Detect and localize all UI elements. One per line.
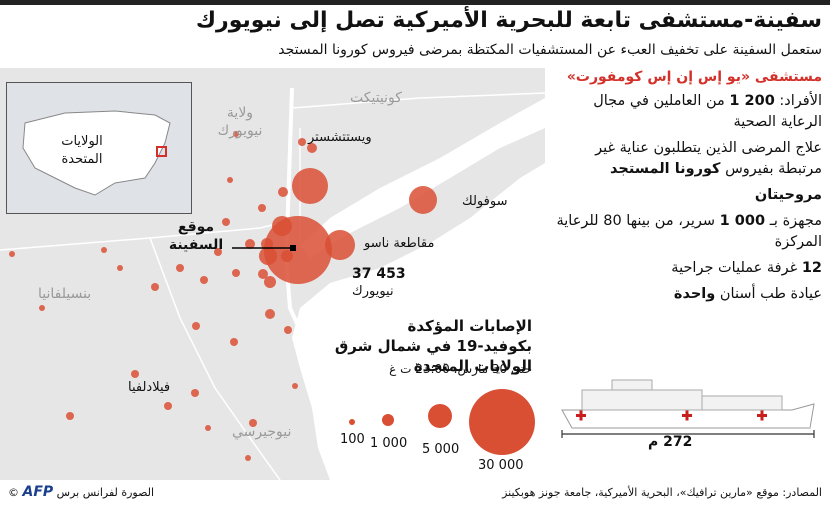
regional-map — [0, 68, 545, 480]
case-bubble — [281, 250, 293, 262]
photo-credit: الصورة لفرانس برس — [56, 486, 155, 499]
case-bubble — [101, 247, 107, 253]
case-bubble — [292, 168, 328, 204]
legend-label-100: 100 — [340, 432, 365, 447]
case-bubble — [66, 412, 74, 420]
usa-outline — [22, 110, 171, 196]
inset-country-label: الولايات المتحدة — [61, 134, 103, 167]
copyright-icon: © — [8, 486, 19, 499]
legend-bubble-30000 — [469, 389, 535, 455]
sound-water — [300, 98, 545, 258]
footer-credit: © AFP الصورة لفرانس برس — [8, 484, 154, 500]
case-bubble — [409, 186, 437, 214]
case-bubble — [245, 455, 251, 461]
ship-name: مستشفى «يو إس إن إس كومفورت» — [566, 69, 822, 85]
case-bubble — [325, 230, 355, 260]
case-bubble — [164, 402, 172, 410]
legend-bubble-1000 — [382, 414, 394, 426]
legend-bubbles — [349, 389, 535, 455]
ship-location-marker — [290, 245, 296, 251]
ship-dental: عيادة طب أسنان واحدة — [673, 286, 822, 302]
ship-beds: مجهزة بـ 1 000 سرير، من بينها 80 للرعاية… — [556, 213, 823, 250]
label-westchester: ويستتشستر — [308, 130, 372, 145]
legend-date: حتى 30 مارس، 23:00 ت غ — [389, 362, 532, 376]
state-label-new-jersey: نيوجيرسي — [232, 424, 292, 440]
ship-staff: الأفراد: 1 200 من العاملين في مجال الرعا… — [593, 93, 822, 130]
case-bubble — [272, 216, 292, 236]
legend-bubble-100 — [349, 419, 355, 425]
state-label-new-york: ولاية نيويورك — [217, 105, 263, 139]
case-bubble — [117, 265, 123, 271]
label-suffolk: سوفولك — [462, 194, 508, 209]
inset-region-marker — [156, 146, 167, 157]
case-bubble — [298, 138, 306, 146]
case-bubble — [176, 264, 184, 272]
case-bubble — [200, 276, 208, 284]
case-bubble — [191, 389, 199, 397]
case-bubble — [232, 269, 240, 277]
legend-title: الإصابات المؤكدة بكوفيد-19 في شمال شرق ا… — [334, 317, 532, 375]
case-bubble — [131, 370, 139, 378]
case-bubble — [214, 248, 222, 256]
ship-treatment: علاج المرضى الذين يتطلبون عناية غير مرتب… — [595, 140, 822, 177]
case-bubble — [261, 238, 273, 250]
case-bubble — [258, 204, 266, 212]
label-nyc-name: نيويورك — [352, 284, 394, 299]
case-bubble — [192, 322, 200, 330]
afp-logo: AFP — [22, 484, 54, 500]
label-ship-location: موقع السفينة — [168, 219, 224, 253]
ship-illustration — [552, 370, 822, 480]
long-island — [292, 152, 540, 308]
case-bubble — [258, 269, 268, 279]
case-bubble — [151, 283, 159, 291]
case-bubble — [264, 276, 276, 288]
case-bubble — [278, 187, 288, 197]
label-nyc-value: 37 453 — [352, 266, 406, 282]
legend-label-1000: 1 000 — [370, 436, 408, 451]
page-subtitle: ستعمل السفينة على تخفيف العبء عن المستشف… — [278, 42, 822, 58]
case-bubble — [265, 309, 275, 319]
footer-sources: المصادر: موقع «مارين ترافيك»، البحرية ال… — [502, 486, 822, 499]
case-bubble — [245, 239, 255, 249]
inset-map-usa: الولايات المتحدة — [6, 82, 192, 214]
case-bubble — [222, 218, 230, 226]
case-bubble — [307, 143, 317, 153]
case-bubble — [9, 251, 15, 257]
state-label-connecticut: كونيتيكت — [350, 90, 402, 106]
case-bubbles — [9, 95, 437, 461]
case-bubble — [259, 247, 277, 265]
case-bubble — [205, 425, 211, 431]
red-cross-icons — [576, 410, 767, 421]
case-bubble — [233, 131, 239, 137]
page-title: سفينة-مستشفى تابعة للبحرية الأميركية تصل… — [195, 8, 822, 33]
ship-length: 272 م — [648, 434, 693, 450]
ship-operating-rooms: 12 غرفة عمليات جراحية — [671, 260, 822, 276]
label-philadelphia: فيلادلفيا — [128, 380, 171, 395]
legend-label-5000: 5 000 — [422, 442, 460, 457]
case-bubble — [284, 326, 292, 334]
ship-helipads: مروحيتان — [754, 187, 822, 203]
case-bubble — [39, 305, 45, 311]
legend-label-30000: 30 000 — [478, 458, 524, 473]
case-bubble — [227, 177, 233, 183]
top-bar — [0, 0, 830, 5]
case-bubble — [230, 338, 238, 346]
legend-bubble-5000 — [428, 404, 452, 428]
legend: الإصابات المؤكدة بكوفيد-19 في شمال شرق ا… — [330, 310, 538, 480]
ship-info-panel: مستشفى «يو إس إن إس كومفورت» الأفراد: 1 … — [552, 68, 823, 368]
case-bubble — [292, 383, 298, 389]
label-nassau: مقاطعة ناسو — [364, 236, 435, 251]
state-label-pennsylvania: بنسيلفانيا — [38, 286, 92, 302]
case-bubble — [249, 419, 257, 427]
